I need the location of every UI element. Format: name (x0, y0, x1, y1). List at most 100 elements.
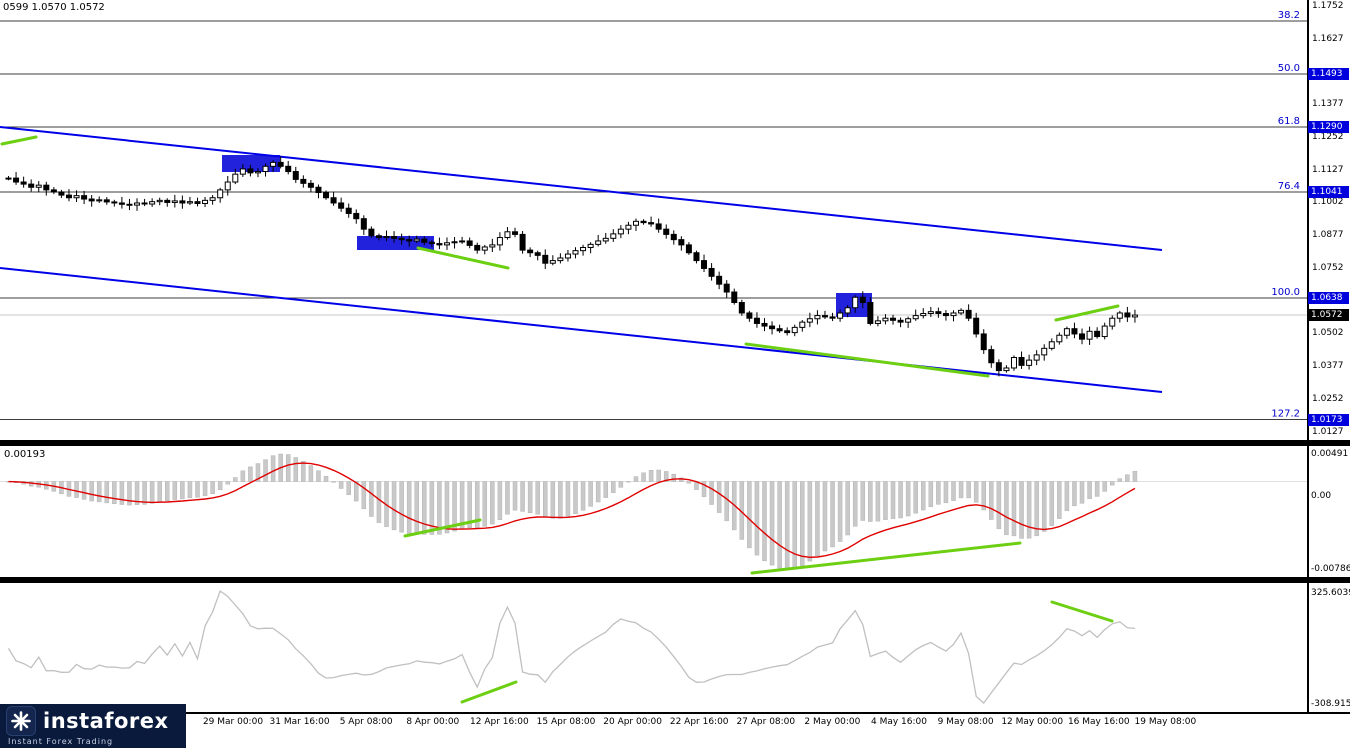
macd-histogram-bar (1072, 481, 1077, 507)
macd-histogram-bar (444, 481, 450, 534)
cci-indicator-canvas[interactable] (0, 583, 1307, 712)
candle-body (769, 325, 776, 330)
macd-histogram-bar (255, 463, 261, 482)
candle-body (512, 231, 519, 235)
candle-body (285, 165, 292, 173)
candle-body (874, 320, 881, 324)
macd-histogram-bar (830, 481, 835, 548)
current-price-box: 1.0572 (1308, 309, 1349, 322)
macd-histogram-bar (875, 481, 881, 522)
time-axis-label: 27 Apr 08:00 (736, 717, 796, 727)
candle-body (784, 330, 791, 334)
candle-body (935, 311, 942, 314)
macd-histogram-bar (1049, 481, 1055, 526)
time-axis-label: 15 Apr 08:00 (536, 717, 596, 727)
candle-body (149, 201, 156, 205)
macd-indicator-canvas[interactable] (0, 446, 1307, 577)
candle-body (164, 199, 171, 203)
macd-histogram-bar (263, 459, 268, 482)
price-scale-tick: 1.0252 (1312, 393, 1344, 404)
macd-histogram-bar (1026, 481, 1032, 539)
candle-body (375, 235, 382, 239)
macd-histogram-bar (316, 470, 321, 482)
macd-histogram-bar (301, 461, 306, 482)
candle-body (859, 296, 866, 303)
macd-histogram-bar (210, 481, 215, 495)
candle-body (685, 244, 692, 254)
candle-body (958, 309, 965, 314)
candle-body (927, 311, 934, 314)
macd-histogram-bar (452, 481, 457, 532)
candle-body (950, 312, 957, 317)
candle-body (239, 168, 246, 175)
candle-body (254, 171, 261, 174)
macd-histogram-bar (134, 481, 140, 505)
candle-body (723, 283, 730, 293)
macd-histogram-bar (338, 481, 344, 489)
panel-separator[interactable] (0, 440, 1350, 446)
macd-histogram-bar (157, 481, 162, 502)
candle-body (1056, 334, 1063, 343)
candle-body (65, 194, 72, 199)
macd-histogram-bar (240, 470, 246, 482)
price-scale[interactable]: 1.1752 1.1627 1.1377 1.1252 1.1127 1.1002 1.08… (1308, 0, 1350, 712)
candle-body (338, 202, 345, 209)
macd-histogram-bar (883, 481, 888, 520)
candle-body (428, 241, 435, 245)
macd-histogram-bar (187, 481, 193, 499)
macd-histogram-bar (482, 481, 488, 527)
candle-body (217, 189, 224, 199)
macd-histogram-bar (679, 477, 684, 482)
macd-histogram-bar (996, 481, 1002, 530)
candle-body (995, 362, 1002, 372)
candle-body (1010, 357, 1017, 369)
macd-scale-zero: 0.00 (1311, 491, 1332, 501)
candle-body (58, 191, 65, 196)
fib-level-label: 127.2 (1271, 409, 1300, 420)
macd-histogram-bar (1057, 481, 1062, 519)
candle-body (776, 328, 783, 332)
macd-histogram-bar (74, 481, 79, 498)
candle-body (844, 307, 851, 314)
candle-body (912, 315, 919, 320)
macd-histogram-bar (716, 481, 722, 513)
candle-body (451, 241, 458, 244)
candle-body (829, 316, 836, 319)
panel-separator[interactable] (0, 577, 1350, 583)
channel-trendline (0, 267, 1163, 393)
candle-body (595, 240, 602, 245)
time-axis-label: 22 Apr 16:00 (669, 717, 729, 727)
time-axis-label: 8 Apr 00:00 (406, 717, 460, 727)
macd-histogram-bar (890, 481, 896, 519)
cci-line (7, 589, 1135, 704)
macd-histogram-bar (792, 481, 797, 570)
macd-histogram-bar (96, 481, 102, 503)
macd-histogram-bar (414, 481, 419, 535)
macd-histogram-bar (406, 481, 412, 535)
candle-body (134, 202, 141, 206)
candle-body (360, 218, 367, 230)
macd-histogram-bar (1110, 481, 1115, 486)
macd-histogram-bar (520, 481, 525, 512)
green-trendline (416, 246, 510, 270)
candle-body (277, 161, 284, 167)
logo-tagline: Instant Forex Trading (8, 737, 114, 746)
macd-histogram-bar (860, 481, 866, 521)
candle-body (738, 302, 745, 314)
macd-histogram-bar (648, 470, 654, 482)
macd-histogram-bar (724, 481, 729, 522)
macd-histogram-bar (1102, 481, 1107, 492)
macd-histogram-bar (898, 481, 903, 519)
candle-body (640, 220, 647, 224)
candle-body (315, 186, 322, 193)
ohlc-info: 0599 1.0570 1.0572 (3, 2, 105, 13)
candle-body (383, 236, 390, 239)
main-chart-canvas[interactable]: 38.2 50.0 61.8 76.4 100.0 127.2 (0, 0, 1307, 440)
time-axis[interactable]: 29 Mar 00:00 31 Mar 16:00 5 Apr 08:00 8 Apr… (0, 714, 1350, 748)
macd-histogram-bar (505, 481, 510, 515)
macd-histogram-bar (89, 481, 94, 502)
macd-histogram-bar (550, 481, 556, 519)
candle-body (300, 178, 307, 184)
macd-histogram-bar (81, 481, 87, 500)
green-trendline (1054, 304, 1120, 322)
